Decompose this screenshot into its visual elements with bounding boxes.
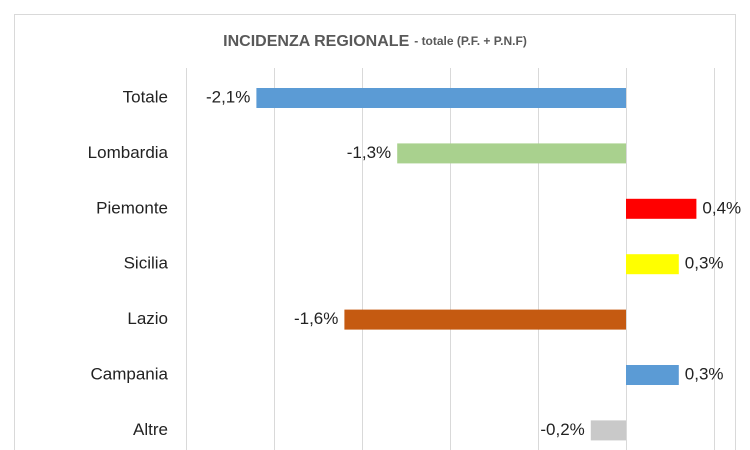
y-tick-label: Piemonte [96,198,168,217]
chart-subtitle: - totale (P.F. + P.N.F) [414,34,527,48]
bar [626,365,679,385]
data-label: -2,1% [206,87,250,106]
y-tick-label: Lombardia [88,143,169,162]
bar [626,198,697,219]
data-label: 0,3% [685,254,724,273]
y-tick-label: Lazio [127,309,168,328]
chart-frame [14,14,736,450]
data-label: 0,4% [702,198,741,217]
data-label: 0,3% [685,364,724,383]
data-label: -0,2% [540,420,584,439]
y-tick-label: Sicilia [124,254,169,273]
y-tick-label: Altre [133,420,168,439]
data-label: -1,6% [294,309,338,328]
bar [397,143,626,164]
y-tick-label: Campania [91,364,169,383]
bar [626,254,679,275]
chart-title: INCIDENZA REGIONALE [223,33,409,50]
bar [344,309,626,330]
chart-title-group: INCIDENZA REGIONALE - totale (P.F. + P.N.… [223,33,527,50]
bar [590,420,626,441]
y-tick-label: Totale [123,87,168,106]
bar [256,88,626,108]
data-label: -1,3% [347,143,391,162]
